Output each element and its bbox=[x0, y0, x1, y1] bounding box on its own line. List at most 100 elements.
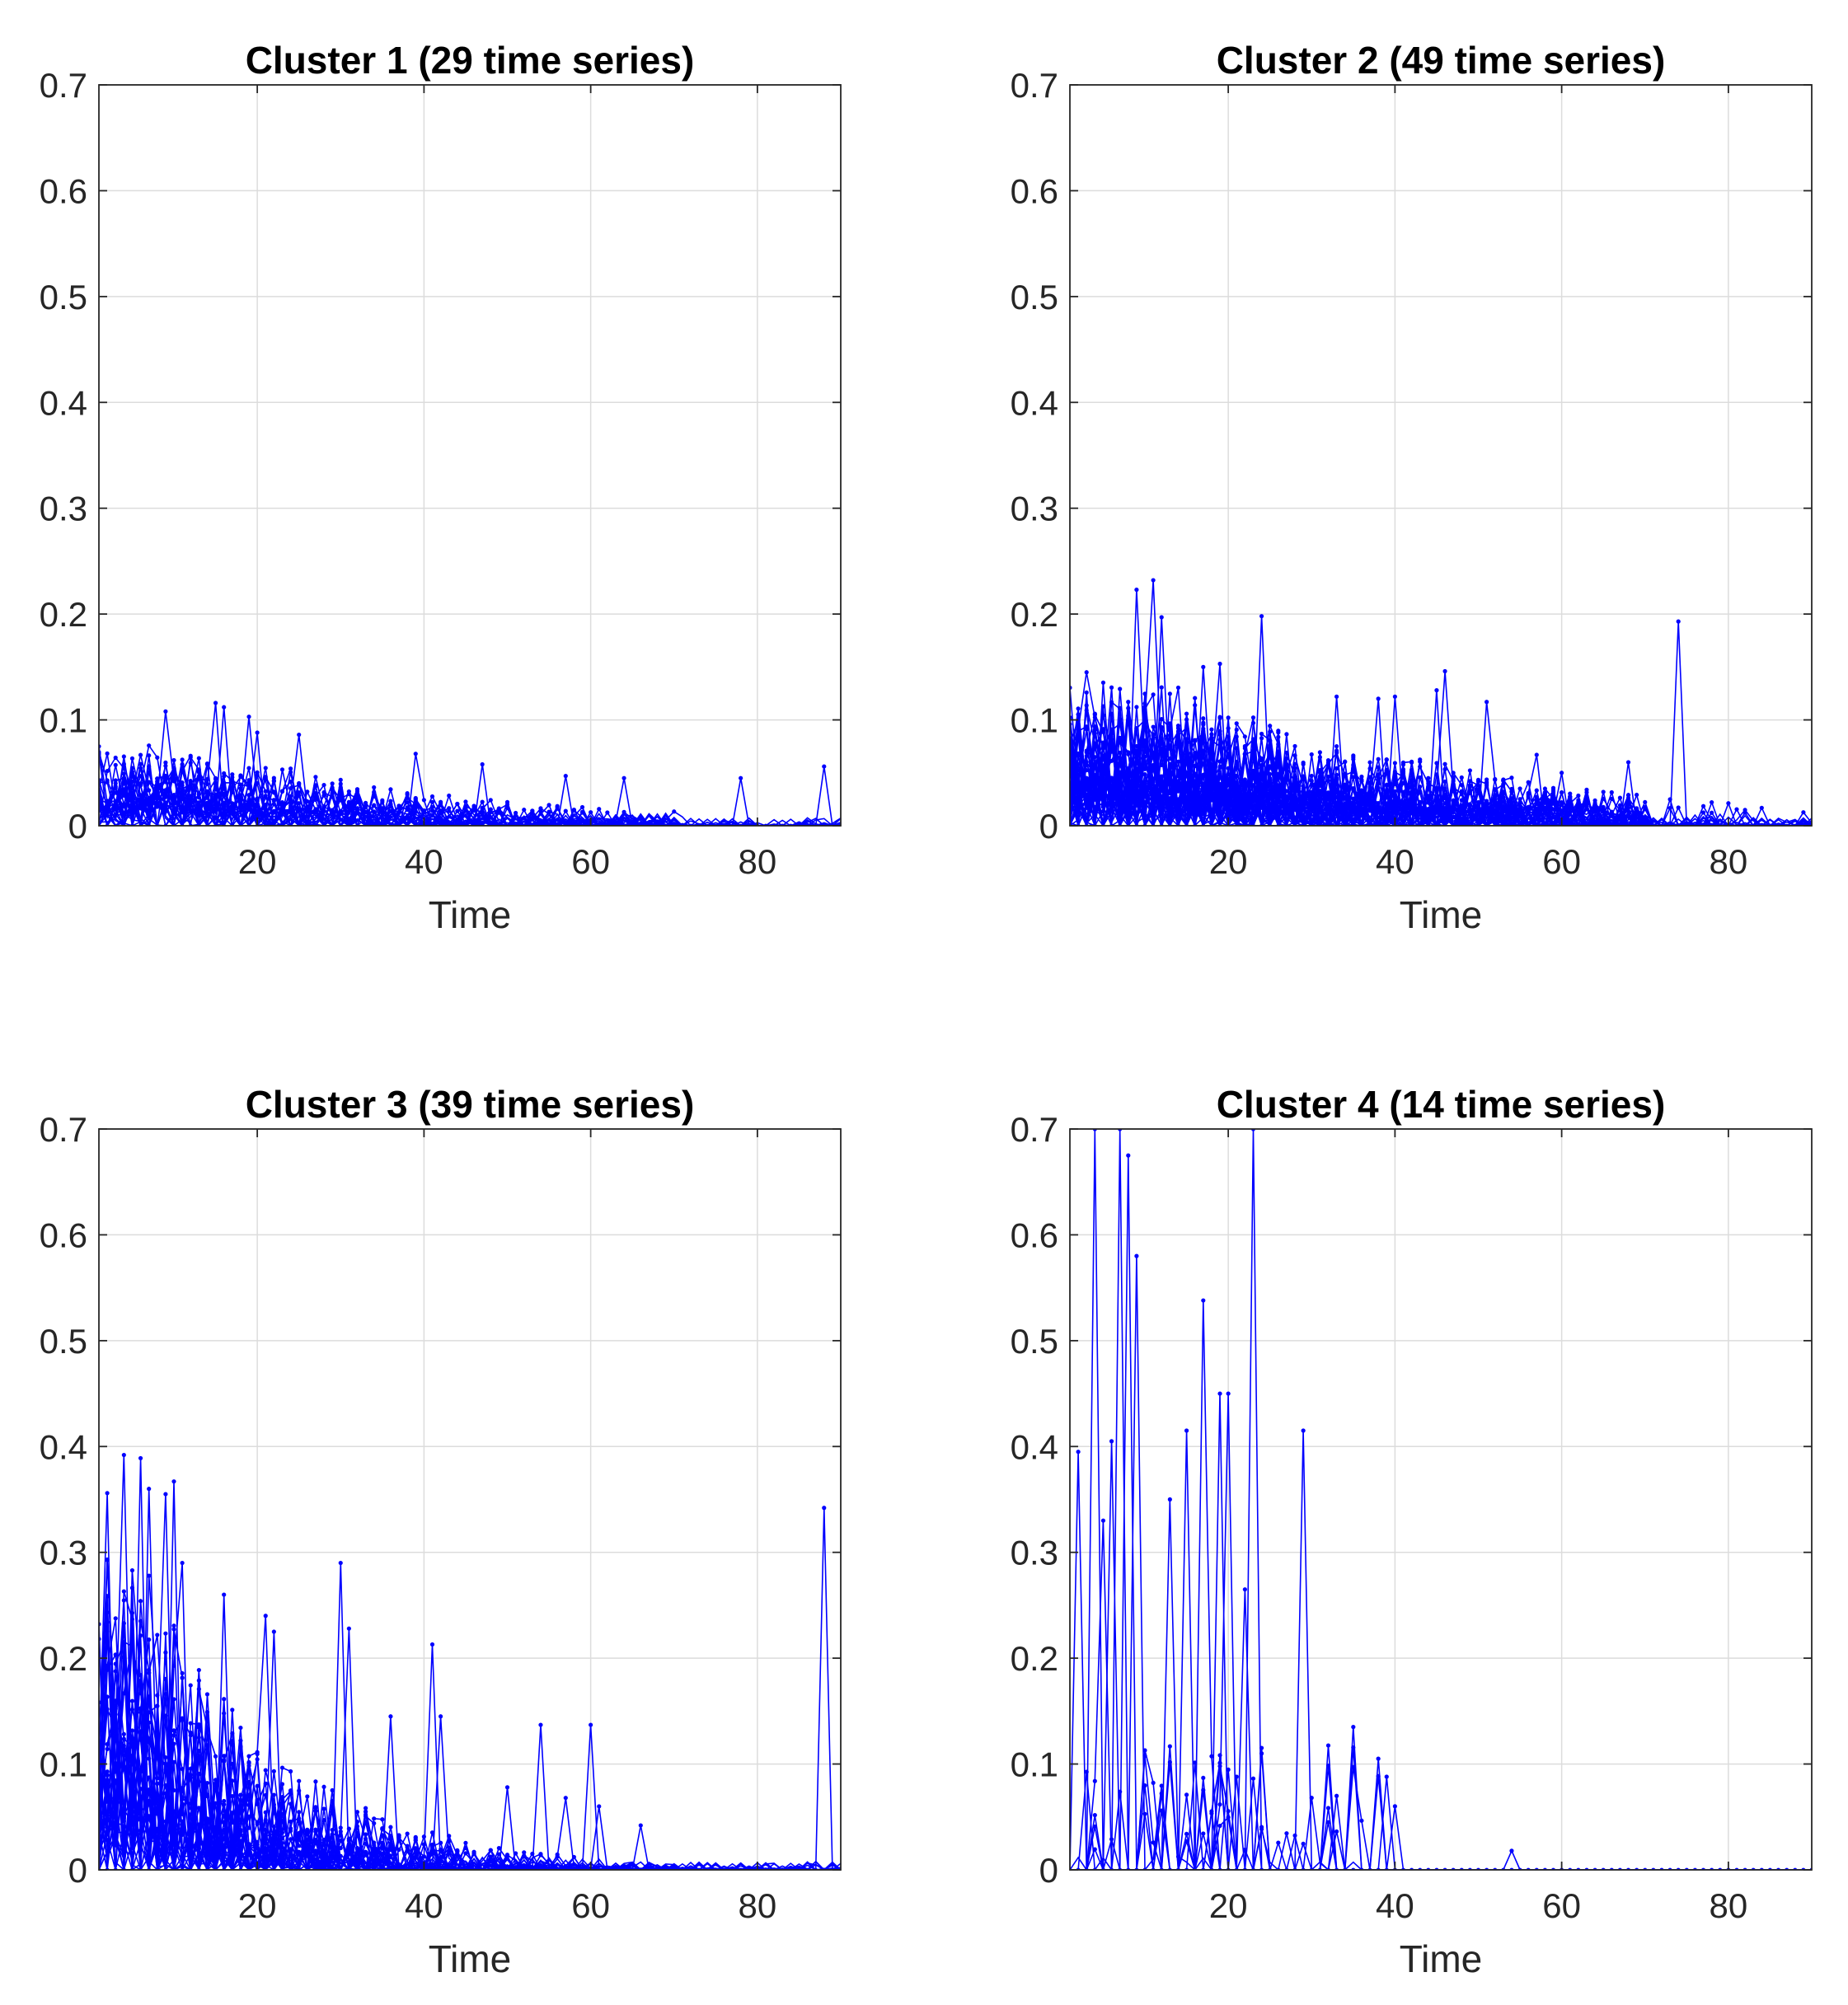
data-point bbox=[1242, 757, 1247, 761]
data-point bbox=[330, 1809, 335, 1815]
data-point bbox=[463, 799, 468, 804]
data-point bbox=[1226, 772, 1231, 777]
data-point bbox=[1259, 771, 1264, 776]
data-point bbox=[113, 1793, 118, 1798]
data-point bbox=[1667, 806, 1672, 811]
data-point bbox=[1142, 766, 1147, 771]
data-point bbox=[555, 806, 560, 811]
data-point bbox=[455, 1849, 460, 1854]
data-point bbox=[1159, 797, 1164, 803]
data-point bbox=[297, 780, 302, 786]
data-point bbox=[196, 791, 201, 796]
data-point bbox=[1509, 789, 1514, 794]
data-point bbox=[480, 809, 485, 815]
data-point bbox=[1392, 1804, 1397, 1809]
data-point bbox=[1635, 792, 1639, 798]
data-point bbox=[1109, 791, 1114, 796]
data-point bbox=[1142, 744, 1147, 749]
data-point bbox=[380, 1827, 385, 1832]
axes-frame bbox=[1069, 1128, 1813, 1871]
y-tick-label: 0.1 bbox=[1011, 701, 1058, 740]
data-point bbox=[297, 732, 302, 738]
data-point bbox=[263, 777, 268, 782]
data-point bbox=[396, 809, 401, 814]
data-point bbox=[1759, 805, 1764, 810]
data-point bbox=[238, 1725, 243, 1731]
data-point bbox=[1151, 692, 1156, 697]
data-point bbox=[180, 790, 185, 796]
data-point bbox=[1542, 786, 1548, 791]
data-point bbox=[571, 808, 577, 813]
data-point bbox=[1201, 1831, 1206, 1836]
data-point bbox=[1292, 1833, 1297, 1838]
chart-panel-3: 20 40 60 80 0 0.1 0.2 0.3 0.4 0.5 0.6 0.7 Cluster 3 … bbox=[40, 1083, 842, 1980]
data-point bbox=[105, 1813, 110, 1818]
y-tick-label: 0.4 bbox=[1011, 383, 1058, 422]
data-point bbox=[1151, 779, 1156, 784]
data-point bbox=[188, 1683, 193, 1688]
data-point bbox=[313, 784, 318, 789]
x-tick-label: 20 bbox=[238, 1886, 277, 1925]
data-point bbox=[1193, 785, 1198, 789]
data-point bbox=[213, 793, 218, 798]
data-point bbox=[1092, 712, 1097, 717]
data-point bbox=[1367, 794, 1372, 799]
data-point bbox=[421, 1842, 426, 1847]
data-point bbox=[1076, 806, 1081, 811]
data-point bbox=[1226, 1767, 1231, 1772]
data-point bbox=[1209, 727, 1214, 732]
data-point bbox=[255, 1852, 260, 1857]
data-point bbox=[1601, 796, 1606, 801]
data-point bbox=[1126, 718, 1131, 723]
data-point bbox=[1193, 772, 1198, 777]
data-point bbox=[346, 1839, 351, 1843]
data-point bbox=[1742, 808, 1747, 813]
data-point bbox=[1459, 803, 1464, 808]
data-point bbox=[105, 1491, 110, 1496]
series-line bbox=[1070, 725, 1812, 826]
data-point bbox=[1625, 793, 1631, 798]
data-point bbox=[204, 808, 210, 813]
data-point bbox=[1292, 789, 1297, 794]
x-tick-label: 40 bbox=[1376, 842, 1414, 881]
data-point bbox=[363, 1832, 368, 1837]
data-point bbox=[279, 767, 285, 772]
data-point bbox=[204, 1709, 210, 1715]
data-point bbox=[488, 808, 493, 813]
data-point bbox=[255, 1751, 260, 1757]
data-point bbox=[147, 1637, 152, 1642]
data-point bbox=[1542, 809, 1548, 814]
data-point bbox=[147, 1736, 152, 1741]
data-point bbox=[1109, 731, 1114, 736]
data-point bbox=[204, 1847, 210, 1852]
data-point bbox=[1317, 777, 1322, 782]
data-point bbox=[421, 808, 426, 813]
data-point bbox=[563, 774, 568, 779]
data-point bbox=[605, 810, 610, 815]
data-point bbox=[230, 801, 235, 806]
data-point bbox=[147, 1487, 152, 1492]
y-tick-label: 0.3 bbox=[1011, 490, 1058, 528]
data-point bbox=[1560, 771, 1564, 775]
data-point bbox=[1301, 1841, 1306, 1846]
data-point bbox=[1301, 777, 1306, 782]
data-point bbox=[263, 1810, 268, 1815]
y-tick-label: 0.6 bbox=[40, 171, 87, 210]
data-point bbox=[196, 769, 201, 774]
data-point bbox=[1434, 688, 1439, 693]
data-point bbox=[439, 810, 443, 815]
data-point bbox=[1217, 772, 1222, 778]
data-point bbox=[263, 1827, 268, 1833]
data-point bbox=[155, 800, 160, 806]
data-point bbox=[439, 1714, 443, 1719]
data-point bbox=[1292, 766, 1297, 771]
data-point bbox=[1592, 798, 1597, 803]
y-tick-label: 0.4 bbox=[1011, 1427, 1058, 1466]
data-point bbox=[1501, 808, 1506, 814]
data-point bbox=[1151, 724, 1156, 729]
data-point bbox=[1459, 798, 1464, 803]
data-point bbox=[288, 766, 293, 771]
data-point bbox=[530, 808, 535, 813]
data-point bbox=[1426, 797, 1431, 802]
data-point bbox=[121, 754, 126, 759]
